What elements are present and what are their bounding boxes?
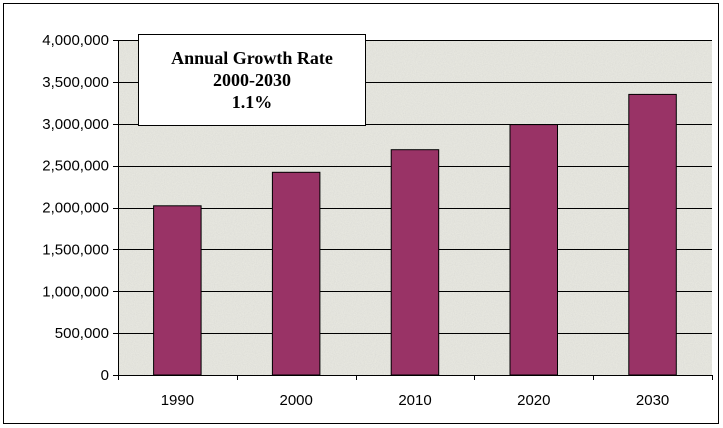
y-tick-label: 500,000 xyxy=(55,325,109,342)
y-tick-label: 2,000,000 xyxy=(42,200,109,217)
x-tick-label: 2010 xyxy=(398,392,431,409)
y-tick-label: 1,000,000 xyxy=(42,283,109,300)
x-tick-label: 2000 xyxy=(280,392,313,409)
y-tick-label: 3,000,000 xyxy=(42,116,109,133)
axes xyxy=(113,40,713,380)
y-tick-label: 1,500,000 xyxy=(42,241,109,258)
y-tick-label: 3,500,000 xyxy=(42,74,109,91)
bar-2000 xyxy=(271,171,321,376)
growth-rate-annotation: Annual Growth Rate 2000-2030 1.1% xyxy=(138,34,366,126)
y-tick-label: 4,000,000 xyxy=(42,32,109,49)
tick-labels: 0 500,000 1,000,000 1,500,000 2,000,000 2,500… xyxy=(42,32,669,409)
y-tick-label: 2,500,000 xyxy=(42,158,109,175)
bar-2030 xyxy=(628,93,677,376)
x-tick-label: 2020 xyxy=(517,392,550,409)
bar-2010 xyxy=(390,149,440,376)
bar-1990 xyxy=(153,205,202,376)
y-tick-label: 0 xyxy=(101,367,109,384)
annotation-line-2: 2000-2030 xyxy=(213,70,291,90)
annotation-line-3: 1.1% xyxy=(231,92,273,112)
x-tick-label: 1990 xyxy=(161,392,194,409)
annotation-line-1: Annual Growth Rate xyxy=(171,48,333,68)
bars xyxy=(153,93,677,376)
x-tick-label: 2030 xyxy=(636,392,669,409)
bar-2020 xyxy=(509,124,558,376)
